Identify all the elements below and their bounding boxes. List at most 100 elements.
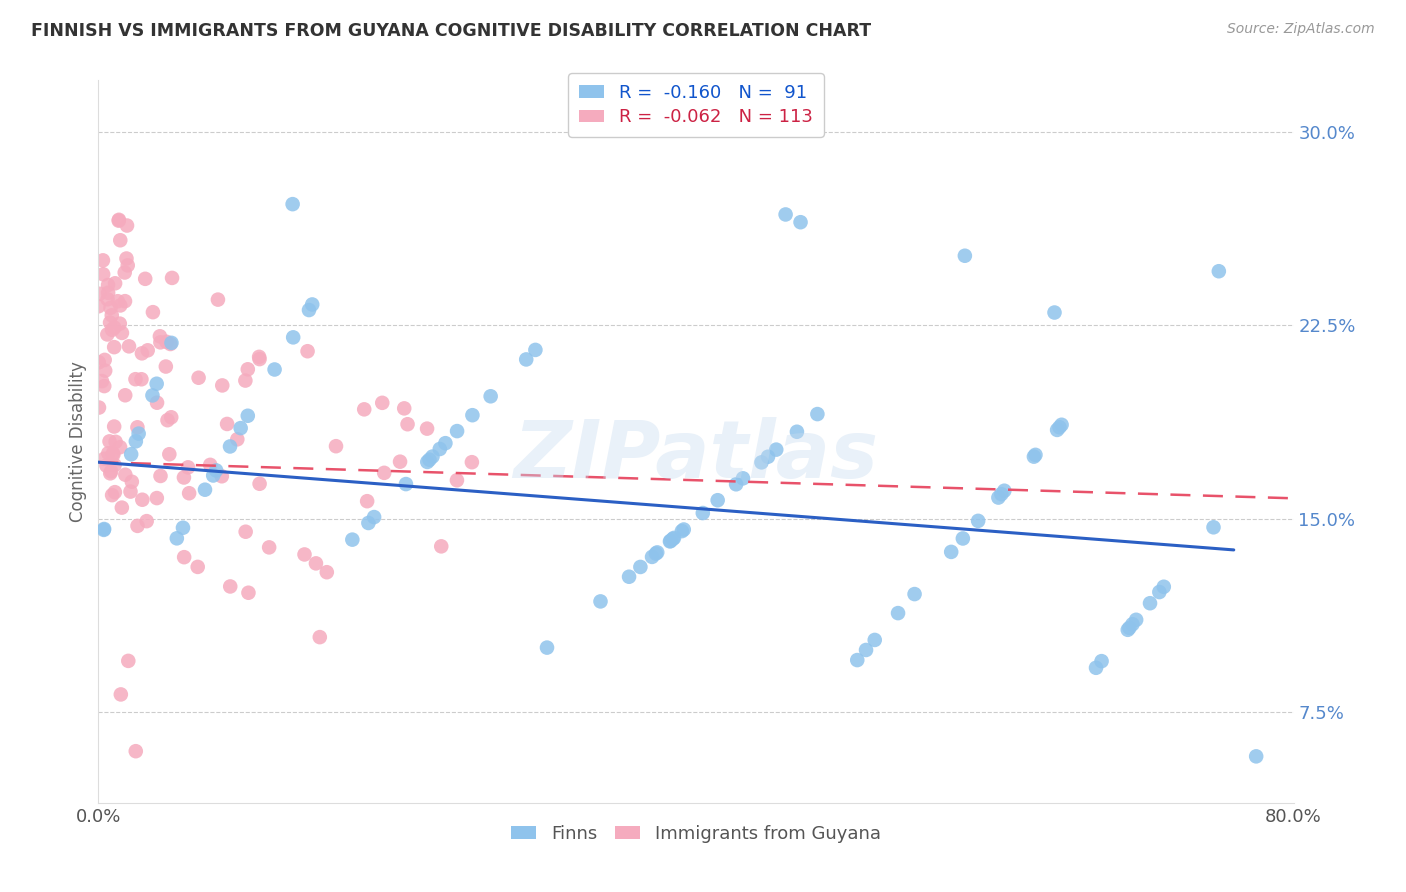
Point bbox=[789, 215, 811, 229]
Point bbox=[156, 413, 179, 427]
Point bbox=[756, 450, 779, 464]
Point bbox=[115, 252, 138, 266]
Point bbox=[211, 469, 233, 483]
Point bbox=[207, 293, 229, 307]
Point bbox=[479, 389, 502, 403]
Point bbox=[855, 643, 877, 657]
Point bbox=[659, 534, 682, 549]
Point bbox=[98, 467, 121, 481]
Point bbox=[229, 421, 252, 435]
Point bbox=[249, 352, 271, 367]
Point bbox=[124, 372, 146, 386]
Text: FINNISH VS IMMIGRANTS FROM GUYANA COGNITIVE DISABILITY CORRELATION CHART: FINNISH VS IMMIGRANTS FROM GUYANA COGNIT… bbox=[31, 22, 872, 40]
Point bbox=[294, 548, 316, 562]
Y-axis label: Cognitive Disability: Cognitive Disability bbox=[69, 361, 87, 522]
Point bbox=[91, 374, 114, 388]
Point bbox=[173, 550, 195, 565]
Point bbox=[87, 401, 110, 415]
Point bbox=[120, 484, 142, 499]
Point bbox=[641, 549, 664, 564]
Point bbox=[104, 277, 127, 291]
Point bbox=[101, 323, 124, 337]
Point bbox=[692, 506, 714, 520]
Point bbox=[430, 540, 453, 554]
Legend: Finns, Immigrants from Guyana: Finns, Immigrants from Guyana bbox=[502, 815, 890, 852]
Point bbox=[100, 308, 122, 322]
Point bbox=[987, 491, 1010, 505]
Point bbox=[115, 219, 138, 233]
Point bbox=[751, 455, 773, 469]
Point bbox=[177, 460, 200, 475]
Point bbox=[103, 320, 125, 334]
Point bbox=[97, 285, 120, 300]
Point bbox=[371, 396, 394, 410]
Point bbox=[98, 316, 121, 330]
Point bbox=[373, 466, 395, 480]
Point bbox=[967, 514, 990, 528]
Point bbox=[127, 420, 149, 434]
Point bbox=[93, 379, 115, 393]
Point bbox=[200, 458, 222, 472]
Point bbox=[659, 533, 682, 548]
Point bbox=[257, 541, 280, 555]
Point bbox=[101, 488, 124, 502]
Point bbox=[202, 468, 225, 483]
Point bbox=[111, 326, 134, 340]
Point bbox=[110, 298, 132, 312]
Text: Source: ZipAtlas.com: Source: ZipAtlas.com bbox=[1227, 22, 1375, 37]
Point bbox=[91, 253, 114, 268]
Point bbox=[434, 436, 457, 450]
Point bbox=[93, 352, 115, 367]
Point bbox=[706, 493, 728, 508]
Point bbox=[725, 477, 748, 491]
Point bbox=[166, 532, 188, 546]
Point bbox=[117, 258, 139, 272]
Point bbox=[205, 463, 228, 477]
Point bbox=[117, 654, 139, 668]
Point bbox=[363, 510, 385, 524]
Point bbox=[96, 327, 118, 342]
Point bbox=[100, 301, 122, 315]
Text: ZIPatlas: ZIPatlas bbox=[513, 417, 879, 495]
Point bbox=[135, 514, 157, 528]
Point bbox=[731, 471, 754, 485]
Point bbox=[953, 249, 976, 263]
Point bbox=[89, 286, 111, 301]
Point bbox=[357, 516, 380, 530]
Point bbox=[157, 447, 180, 461]
Point bbox=[219, 440, 242, 454]
Point bbox=[103, 458, 125, 472]
Point bbox=[353, 402, 375, 417]
Point bbox=[134, 272, 156, 286]
Point bbox=[103, 419, 125, 434]
Point bbox=[160, 271, 183, 285]
Point bbox=[325, 439, 347, 453]
Point bbox=[1116, 623, 1139, 637]
Point bbox=[96, 458, 118, 473]
Point bbox=[536, 640, 558, 655]
Point bbox=[136, 343, 159, 358]
Point bbox=[765, 442, 787, 457]
Point bbox=[1244, 749, 1267, 764]
Point bbox=[235, 374, 257, 388]
Point bbox=[173, 470, 195, 484]
Point bbox=[155, 334, 177, 349]
Point bbox=[145, 376, 167, 391]
Point bbox=[114, 388, 136, 402]
Point bbox=[1125, 613, 1147, 627]
Point bbox=[524, 343, 547, 357]
Point bbox=[149, 329, 172, 343]
Point bbox=[1043, 305, 1066, 319]
Point bbox=[125, 744, 148, 758]
Point bbox=[146, 491, 169, 505]
Point bbox=[172, 521, 194, 535]
Point bbox=[160, 335, 183, 350]
Point bbox=[103, 340, 125, 354]
Point bbox=[1090, 654, 1112, 668]
Point bbox=[786, 425, 808, 439]
Point bbox=[283, 330, 305, 344]
Point bbox=[97, 446, 120, 460]
Point bbox=[93, 523, 115, 537]
Point bbox=[101, 446, 124, 460]
Point bbox=[104, 434, 127, 449]
